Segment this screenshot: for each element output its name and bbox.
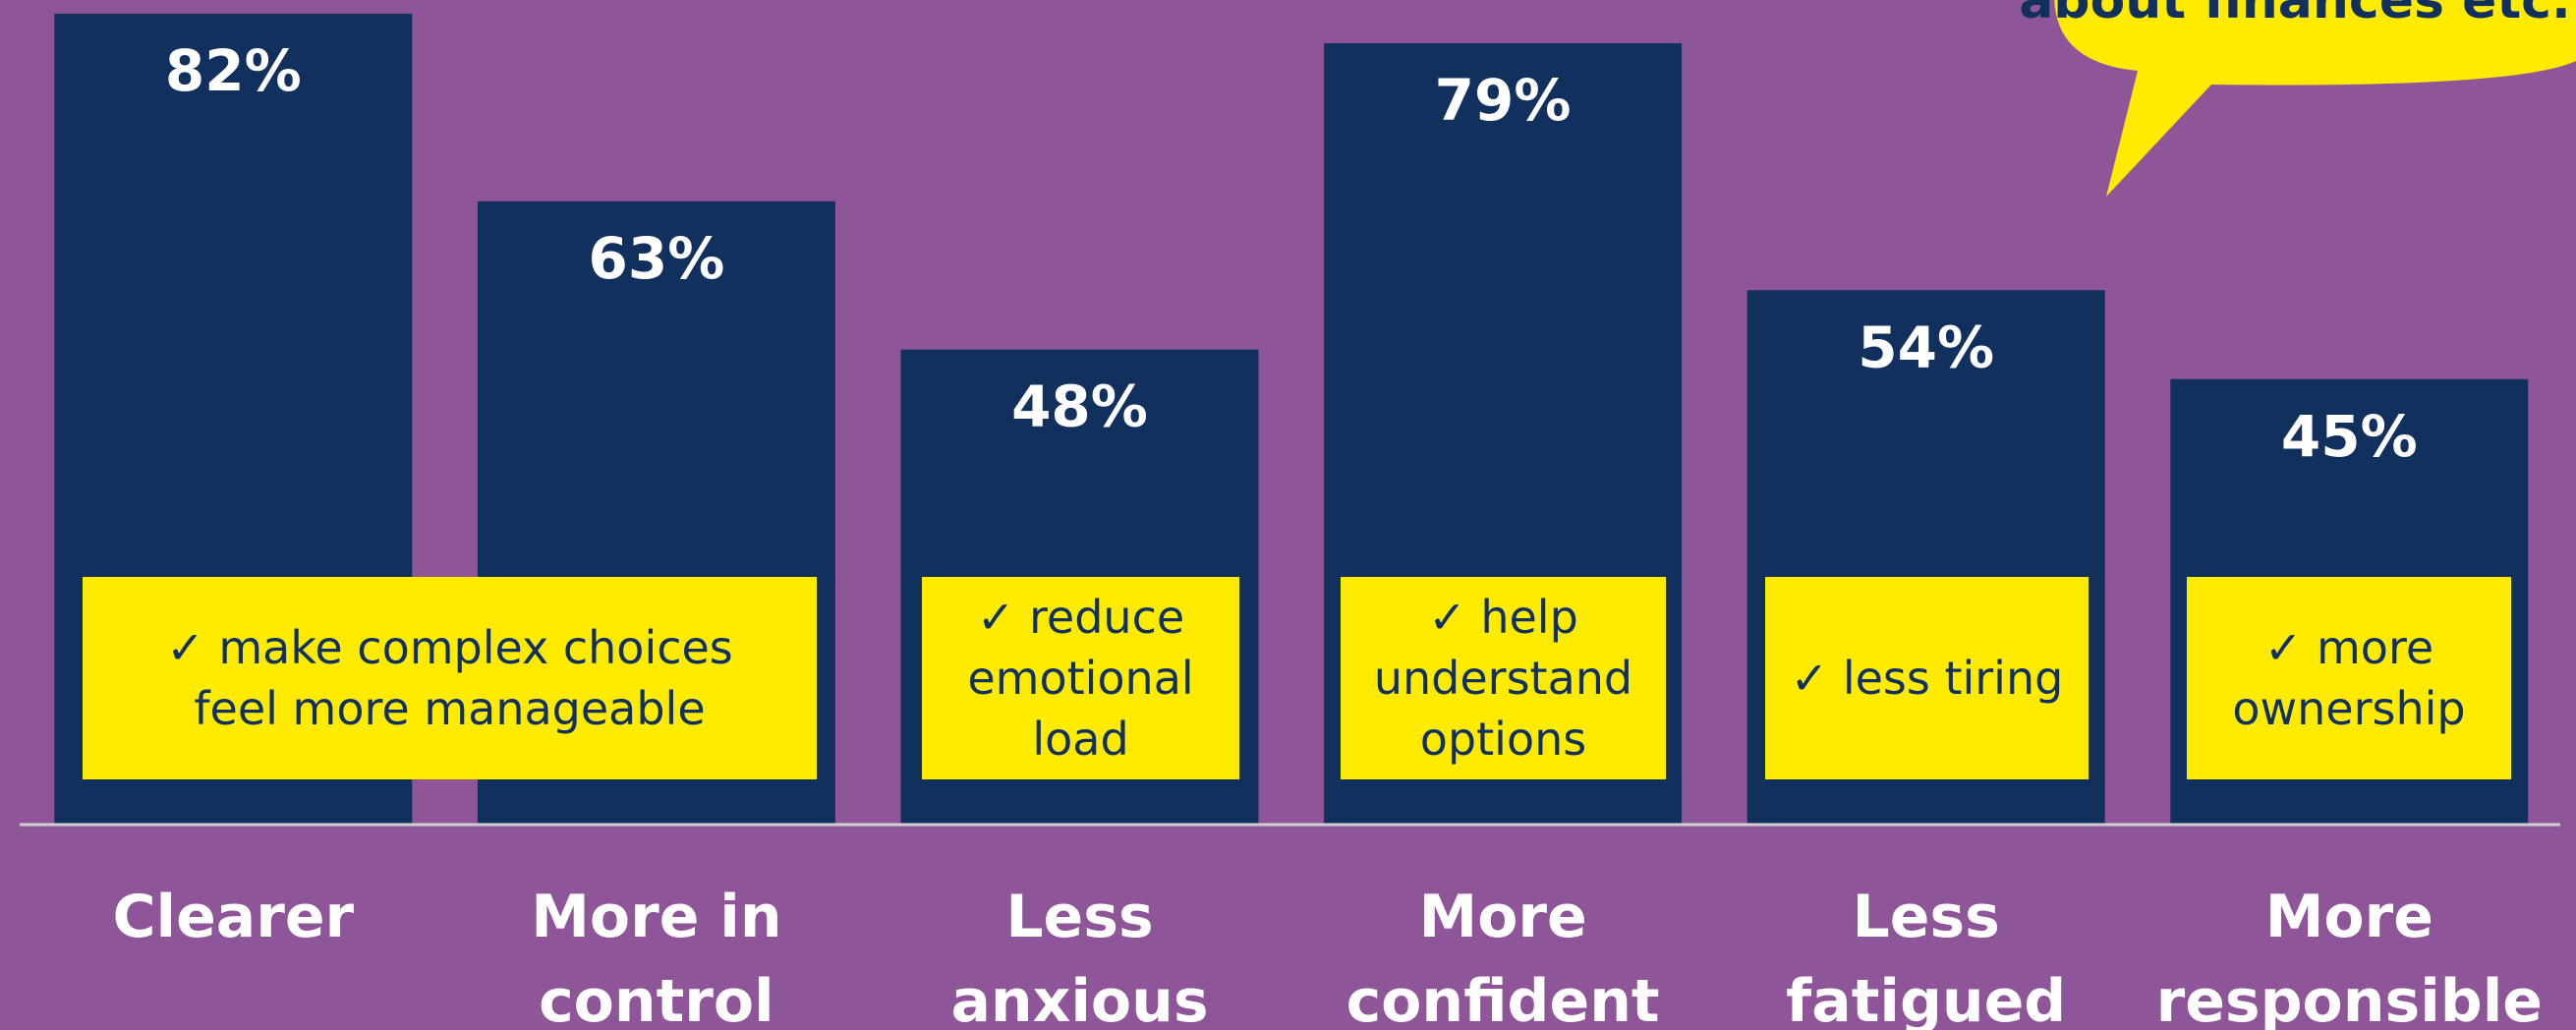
- value-label: 82%: [165, 37, 302, 104]
- annotation-text: ✓ reduce: [976, 591, 1185, 644]
- annotation-text: ✓ less tiring: [1790, 652, 2064, 705]
- value-label: 63%: [588, 225, 724, 292]
- value-label: 45%: [2281, 403, 2418, 470]
- annotation-text: options: [1419, 713, 1587, 766]
- annotation-box: ✓ more ownership: [2187, 577, 2511, 779]
- annotation-text: ✓ make complex choices: [166, 621, 733, 674]
- value-label: 54%: [1858, 314, 1994, 380]
- annotation-text: understand: [1373, 652, 1633, 705]
- callout-text: about finances etc.: [2019, 0, 2571, 30]
- speech-bubble: [2054, 0, 2576, 197]
- value-label: 79%: [1435, 67, 1572, 134]
- annotation-text: feel more manageable: [194, 682, 706, 735]
- annotation-box: ✓ help understand options: [1341, 577, 1666, 779]
- annotation-text: ✓ more: [2263, 621, 2434, 674]
- x-tick-label: More responsible: [2155, 883, 2543, 1030]
- annotation-text: ✓ help: [1428, 591, 1578, 644]
- annotation-text: load: [1032, 713, 1129, 766]
- x-tick-label: More confident: [1345, 883, 1660, 1030]
- annotation-box: ✓ reduce emotional load: [922, 577, 1239, 779]
- x-tick-label: Less anxious: [950, 883, 1209, 1030]
- value-label: 48%: [1011, 373, 1148, 440]
- annotation-text: emotional: [967, 652, 1194, 705]
- annotation-box: ✓ make complex choices feel more manageab…: [83, 577, 817, 779]
- annotation-text: ownership: [2232, 682, 2466, 735]
- x-tick-label: More in control: [531, 883, 782, 1030]
- x-tick-label: Clearer: [112, 883, 355, 951]
- x-tick-label: Less fatigued: [1786, 883, 2067, 1030]
- annotation-box: ✓ less tiring: [1765, 577, 2089, 779]
